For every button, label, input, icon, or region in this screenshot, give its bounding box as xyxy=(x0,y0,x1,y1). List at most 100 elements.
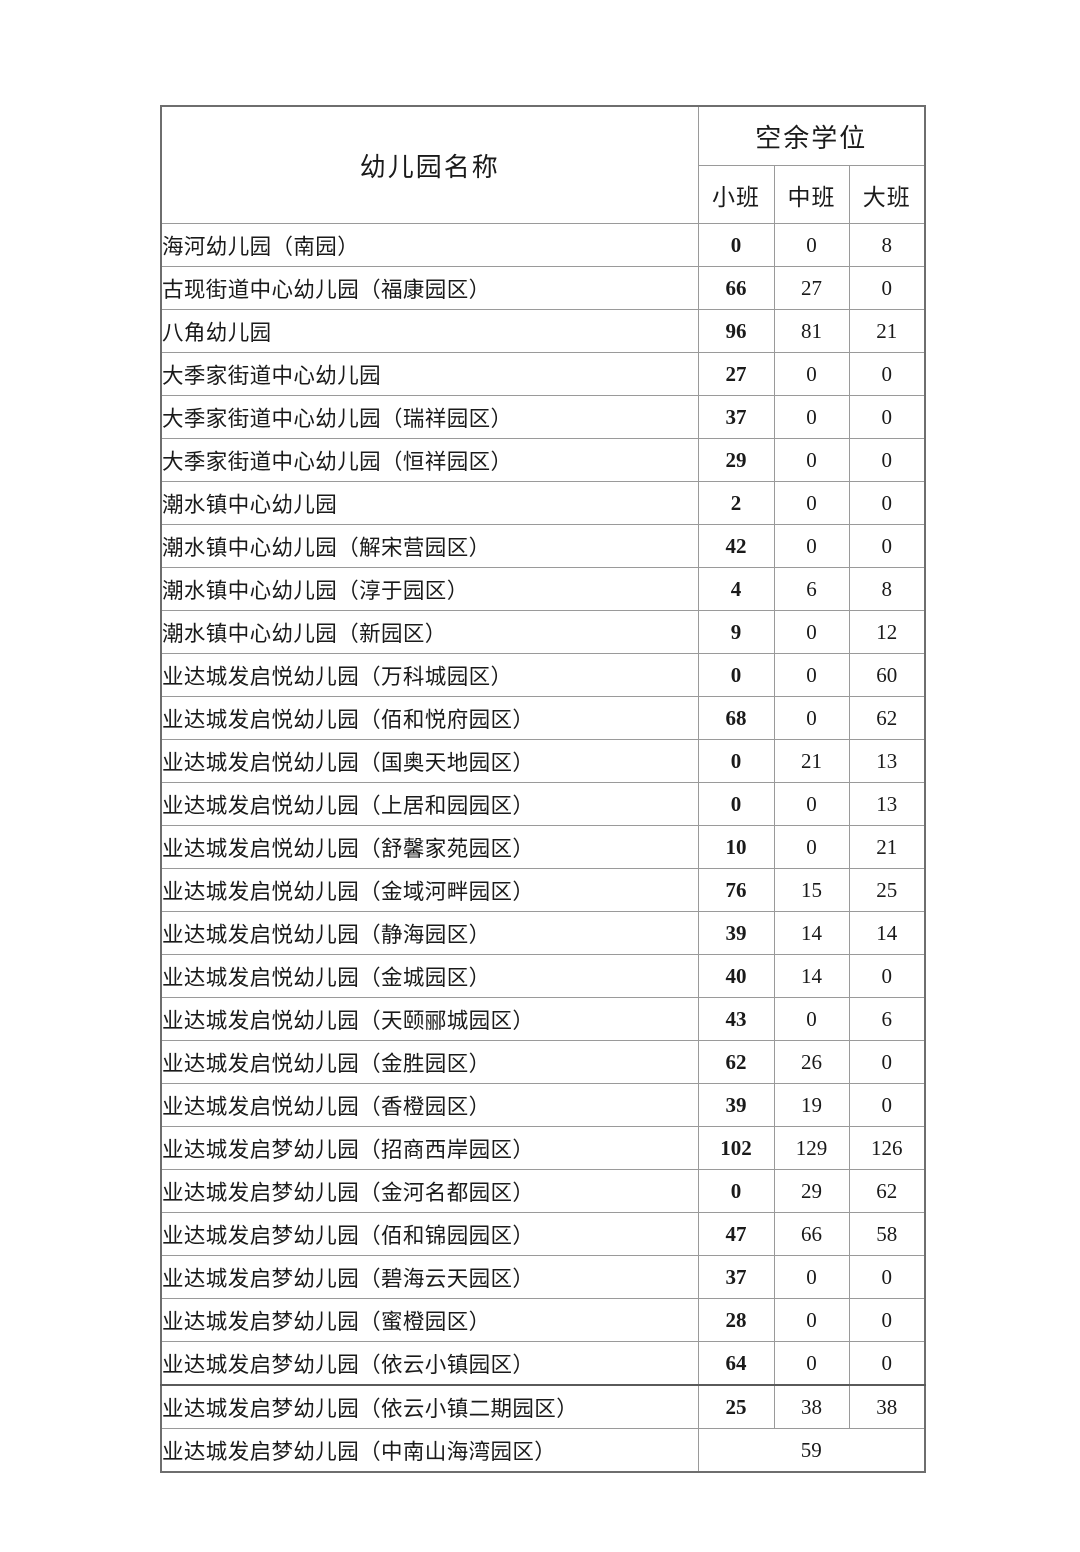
cell-kindergarten-name: 业达城发启悦幼儿园（金域河畔园区） xyxy=(160,868,699,912)
cell-small-class-vacancy: 62 xyxy=(697,1040,775,1084)
cell-kindergarten-name: 业达城发启梦幼儿园（依云小镇二期园区） xyxy=(160,1384,699,1429)
cell-small-class-vacancy: 66 xyxy=(697,266,775,310)
cell-kindergarten-name: 业达城发启悦幼儿园（上居和园园区） xyxy=(160,782,699,826)
cell-middle-class-vacancy: 15 xyxy=(773,868,850,912)
cell-small-class-vacancy: 4 xyxy=(697,567,775,611)
cell-large-class-vacancy: 8 xyxy=(848,223,926,267)
table-row: 业达城发启悦幼儿园（天颐郦城园区） 43 0 6 xyxy=(160,997,926,1041)
table-row: 业达城发启悦幼儿园（静海园区） 39 14 14 xyxy=(160,911,926,955)
cell-middle-class-vacancy: 0 xyxy=(773,395,850,439)
cell-middle-class-vacancy: 81 xyxy=(773,309,850,353)
table-header: 幼儿园名称 空余学位 小班 中班 大班 xyxy=(160,105,926,224)
cell-middle-class-vacancy: 0 xyxy=(773,825,850,869)
table-row: 业达城发启悦幼儿园（金城园区） 40 14 0 xyxy=(160,954,926,998)
column-header-small-class: 小班 xyxy=(698,165,775,224)
cell-large-class-vacancy: 8 xyxy=(848,567,926,611)
cell-middle-class-vacancy: 0 xyxy=(773,524,850,568)
cell-middle-class-vacancy: 129 xyxy=(773,1126,850,1170)
cell-kindergarten-name: 大季家街道中心幼儿园（恒祥园区） xyxy=(160,438,699,482)
table-row: 大季家街道中心幼儿园（恒祥园区） 29 0 0 xyxy=(160,438,926,482)
table-row-merged: 业达城发启梦幼儿园（中南山海湾园区） 59 xyxy=(160,1428,926,1473)
cell-small-class-vacancy: 42 xyxy=(697,524,775,568)
cell-middle-class-vacancy: 0 xyxy=(773,1341,850,1386)
table-row: 业达城发启梦幼儿园（佰和锦园园区） 47 66 58 xyxy=(160,1212,926,1256)
cell-small-class-vacancy: 0 xyxy=(697,782,775,826)
cell-large-class-vacancy: 126 xyxy=(848,1126,926,1170)
table-row: 业达城发启梦幼儿园（蜜橙园区） 28 0 0 xyxy=(160,1298,926,1342)
cell-kindergarten-name: 大季家街道中心幼儿园 xyxy=(160,352,699,396)
cell-kindergarten-name: 业达城发启梦幼儿园（金河名都园区） xyxy=(160,1169,699,1213)
cell-kindergarten-name: 业达城发启悦幼儿园（万科城园区） xyxy=(160,653,699,697)
table-row: 业达城发启悦幼儿园（上居和园园区） 0 0 13 xyxy=(160,782,926,826)
kindergarten-vacancy-table: 幼儿园名称 空余学位 小班 中班 大班 海河幼儿园（南园） 0 0 8 古现街道中心幼儿… xyxy=(160,105,927,1473)
cell-kindergarten-name: 大季家街道中心幼儿园（瑞祥园区） xyxy=(160,395,699,439)
cell-kindergarten-name: 业达城发启悦幼儿园（舒馨家苑园区） xyxy=(160,825,699,869)
cell-kindergarten-name: 海河幼儿园（南园） xyxy=(160,223,699,267)
column-header-middle-class: 中班 xyxy=(773,165,850,224)
cell-small-class-vacancy: 43 xyxy=(697,997,775,1041)
cell-kindergarten-name: 业达城发启悦幼儿园（佰和悦府园区） xyxy=(160,696,699,740)
table-row: 业达城发启悦幼儿园（金胜园区） 62 26 0 xyxy=(160,1040,926,1084)
cell-middle-class-vacancy: 6 xyxy=(773,567,850,611)
cell-large-class-vacancy: 13 xyxy=(848,782,926,826)
table-row: 业达城发启梦幼儿园（招商西岸园区） 102 129 126 xyxy=(160,1126,926,1170)
cell-small-class-vacancy: 68 xyxy=(697,696,775,740)
table-row: 海河幼儿园（南园） 0 0 8 xyxy=(160,223,926,267)
header-row-primary: 幼儿园名称 空余学位 xyxy=(160,105,926,224)
cell-large-class-vacancy: 0 xyxy=(848,1298,926,1342)
cell-kindergarten-name: 八角幼儿园 xyxy=(160,309,699,353)
table-row: 潮水镇中心幼儿园（新园区） 9 0 12 xyxy=(160,610,926,654)
cell-large-class-vacancy: 62 xyxy=(848,1169,926,1213)
cell-small-class-vacancy: 10 xyxy=(697,825,775,869)
cell-kindergarten-name: 潮水镇中心幼儿园（淳于园区） xyxy=(160,567,699,611)
cell-middle-class-vacancy: 0 xyxy=(773,352,850,396)
cell-large-class-vacancy: 0 xyxy=(848,524,926,568)
cell-small-class-vacancy: 0 xyxy=(697,739,775,783)
cell-kindergarten-name: 业达城发启梦幼儿园（碧海云天园区） xyxy=(160,1255,699,1299)
cell-middle-class-vacancy: 21 xyxy=(773,739,850,783)
cell-small-class-vacancy: 76 xyxy=(697,868,775,912)
cell-large-class-vacancy: 21 xyxy=(848,309,926,353)
cell-middle-class-vacancy: 0 xyxy=(773,696,850,740)
table-row: 大季家街道中心幼儿园 27 0 0 xyxy=(160,352,926,396)
cell-large-class-vacancy: 0 xyxy=(848,481,926,525)
cell-kindergarten-name: 业达城发启悦幼儿园（香橙园区） xyxy=(160,1083,699,1127)
cell-kindergarten-name: 业达城发启梦幼儿园（依云小镇园区） xyxy=(160,1341,699,1386)
table-row: 业达城发启悦幼儿园（金域河畔园区） 76 15 25 xyxy=(160,868,926,912)
table-body: 海河幼儿园（南园） 0 0 8 古现街道中心幼儿园（福康园区） 66 27 0 八角幼儿园 96 8… xyxy=(160,223,926,1473)
cell-middle-class-vacancy: 38 xyxy=(773,1384,850,1429)
cell-middle-class-vacancy: 0 xyxy=(773,782,850,826)
cell-middle-class-vacancy: 0 xyxy=(773,997,850,1041)
cell-large-class-vacancy: 0 xyxy=(848,954,926,998)
cell-large-class-vacancy: 0 xyxy=(848,1255,926,1299)
cell-large-class-vacancy: 12 xyxy=(848,610,926,654)
cell-kindergarten-name: 业达城发启梦幼儿园（招商西岸园区） xyxy=(160,1126,699,1170)
table-row: 业达城发启悦幼儿园（国奥天地园区） 0 21 13 xyxy=(160,739,926,783)
cell-large-class-vacancy: 25 xyxy=(848,868,926,912)
cell-middle-class-vacancy: 0 xyxy=(773,223,850,267)
cell-large-class-vacancy: 38 xyxy=(848,1384,926,1429)
cell-small-class-vacancy: 96 xyxy=(697,309,775,353)
cell-large-class-vacancy: 13 xyxy=(848,739,926,783)
table-row: 潮水镇中心幼儿园（解宋营园区） 42 0 0 xyxy=(160,524,926,568)
cell-kindergarten-name: 潮水镇中心幼儿园（解宋营园区） xyxy=(160,524,699,568)
cell-small-class-vacancy: 102 xyxy=(697,1126,775,1170)
cell-large-class-vacancy: 0 xyxy=(848,1341,926,1386)
table-row: 八角幼儿园 96 81 21 xyxy=(160,309,926,353)
cell-middle-class-vacancy: 19 xyxy=(773,1083,850,1127)
header-row-secondary: 小班 中班 大班 xyxy=(161,165,926,224)
cell-large-class-vacancy: 0 xyxy=(848,395,926,439)
cell-large-class-vacancy: 60 xyxy=(848,653,926,697)
table-row: 业达城发启梦幼儿园（依云小镇园区） 64 0 0 xyxy=(160,1341,926,1386)
cell-small-class-vacancy: 64 xyxy=(697,1341,775,1386)
cell-middle-class-vacancy: 0 xyxy=(773,438,850,482)
seats-table-container: 幼儿园名称 空余学位 小班 中班 大班 海河幼儿园（南园） 0 0 8 古现街道中心幼儿… xyxy=(160,105,927,1473)
cell-kindergarten-name: 业达城发启悦幼儿园（国奥天地园区） xyxy=(160,739,699,783)
table-row: 业达城发启梦幼儿园（依云小镇二期园区） 25 38 38 xyxy=(160,1384,926,1429)
cell-small-class-vacancy: 39 xyxy=(697,911,775,955)
cell-middle-class-vacancy: 66 xyxy=(773,1212,850,1256)
cell-middle-class-vacancy: 14 xyxy=(773,911,850,955)
cell-large-class-vacancy: 6 xyxy=(848,997,926,1041)
cell-large-class-vacancy: 0 xyxy=(848,266,926,310)
